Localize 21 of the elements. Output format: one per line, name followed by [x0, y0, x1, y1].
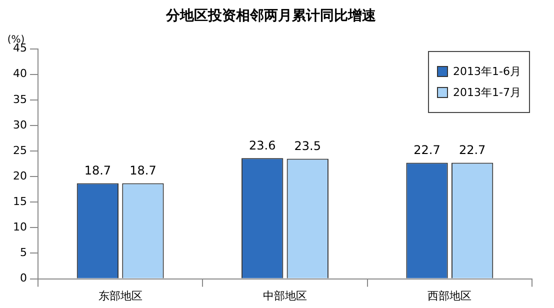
y-tick-label: 0	[20, 272, 27, 285]
chart-title: 分地区投资相邻两月累计同比增速	[165, 8, 377, 24]
data-label: 18.7	[130, 163, 156, 178]
y-tick-label: 30	[12, 118, 27, 132]
legend-label: 2013年1-6月	[453, 64, 521, 79]
legend-label: 2013年1-7月	[453, 84, 521, 100]
y-tick-label: 20	[12, 169, 27, 182]
y-tick-label: 35	[12, 92, 27, 106]
y-tick-label: 15	[12, 194, 27, 208]
data-label: 23.5	[294, 138, 321, 153]
data-label: 23.6	[248, 138, 276, 152]
data-label: 18.7	[84, 163, 112, 178]
x-tick-label: 中部地区	[263, 289, 307, 302]
data-label: 22.7	[458, 142, 486, 157]
y-tick-label: 10	[12, 220, 27, 234]
y-tick-label: 5	[20, 246, 27, 260]
y-tick-label: 40	[12, 67, 27, 80]
x-tick-label: 西部地区	[428, 289, 472, 302]
y-tick-label: 25	[12, 144, 27, 157]
x-tick-label: 东部地区	[98, 289, 142, 302]
data-label: 22.7	[414, 142, 440, 157]
